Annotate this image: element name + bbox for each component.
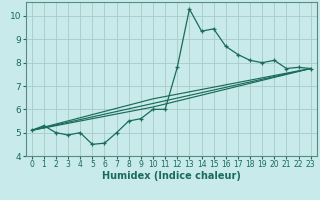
X-axis label: Humidex (Indice chaleur): Humidex (Indice chaleur) xyxy=(102,171,241,181)
